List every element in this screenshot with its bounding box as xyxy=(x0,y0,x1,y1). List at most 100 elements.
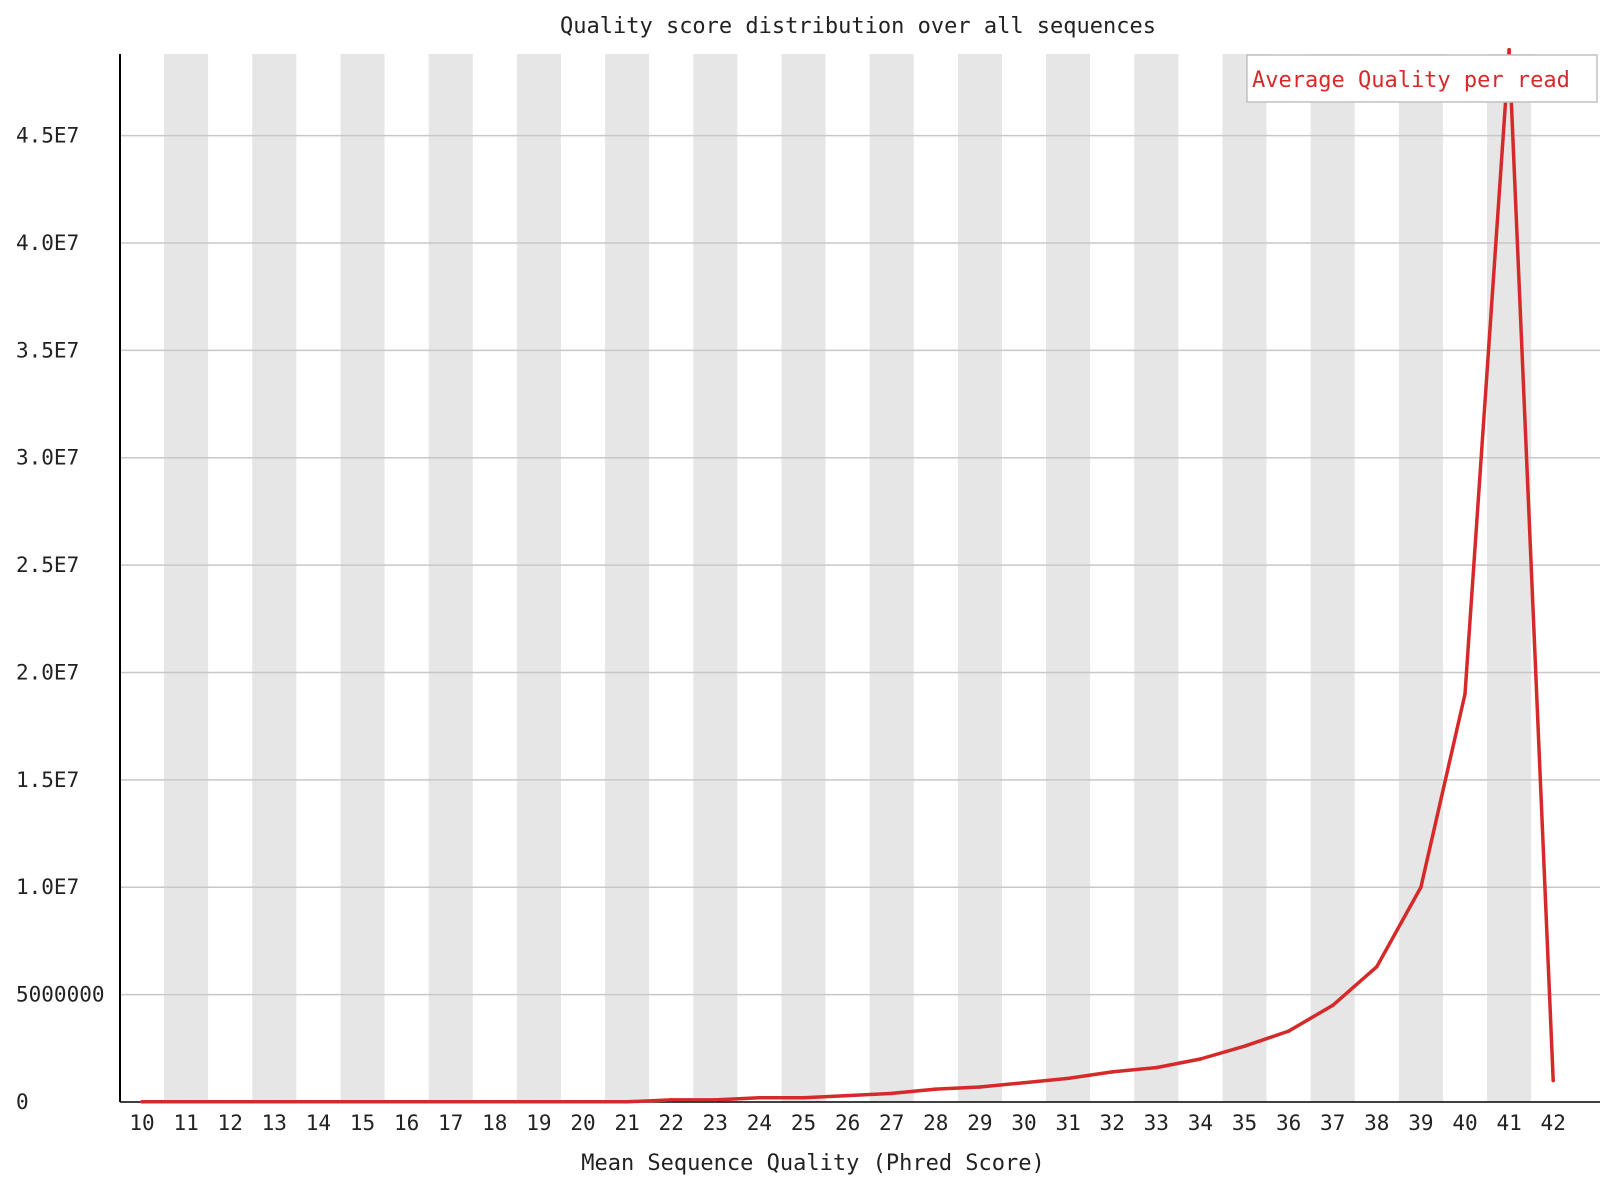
x-tick-label: 39 xyxy=(1408,1111,1433,1135)
x-tick-label: 23 xyxy=(703,1111,728,1135)
x-tick-label: 21 xyxy=(614,1111,639,1135)
band-31 xyxy=(1046,54,1091,1102)
data-point-24 xyxy=(757,1095,762,1100)
band-41 xyxy=(1487,54,1532,1102)
data-point-12 xyxy=(228,1099,232,1104)
band-21 xyxy=(605,54,650,1102)
x-tick-label: 25 xyxy=(791,1111,816,1135)
x-tick-label: 10 xyxy=(129,1111,154,1135)
x-tick-label: 18 xyxy=(482,1111,507,1135)
x-tick-label: 33 xyxy=(1144,1111,1169,1135)
y-tick-label: 3.5E7 xyxy=(16,338,79,362)
band-35 xyxy=(1222,54,1267,1102)
band-15 xyxy=(340,54,385,1102)
data-point-11 xyxy=(184,1099,188,1104)
data-point-27 xyxy=(889,1091,894,1096)
x-tick-label: 27 xyxy=(879,1111,904,1135)
y-tick-labels: 0 5000000 1.0E7 1.5E7 2.0E7 2.5E7 3.0E7 3.5E7 4.… xyxy=(16,124,105,1114)
x-tick-label: 32 xyxy=(1100,1111,1125,1135)
y-tick-label: 4.5E7 xyxy=(16,124,79,148)
y-tick-label: 2.5E7 xyxy=(16,553,79,577)
data-point-33 xyxy=(1154,1065,1159,1070)
legend: Average Quality per read xyxy=(1246,54,1598,103)
data-point-41 xyxy=(1507,47,1511,52)
band-39 xyxy=(1398,54,1443,1102)
data-point-18 xyxy=(493,1099,497,1104)
x-tick-label: 41 xyxy=(1496,1111,1521,1135)
data-point-31 xyxy=(1066,1076,1070,1081)
x-tick-label: 42 xyxy=(1541,1111,1566,1135)
y-tick-label: 3.0E7 xyxy=(16,446,79,470)
band-19 xyxy=(516,54,561,1102)
x-tick-label: 22 xyxy=(659,1111,684,1135)
data-point-35 xyxy=(1242,1044,1247,1048)
legend-box xyxy=(1246,54,1598,103)
band-11 xyxy=(164,54,209,1102)
y-tick-label: 1.5E7 xyxy=(16,768,79,792)
data-point-40 xyxy=(1463,692,1467,696)
x-tick-label: 35 xyxy=(1232,1111,1257,1135)
data-point-42 xyxy=(1551,1078,1555,1083)
data-point-28 xyxy=(934,1087,938,1091)
data-point-17 xyxy=(448,1099,453,1104)
data-point-25 xyxy=(801,1095,806,1100)
x-tick-label: 29 xyxy=(967,1111,992,1135)
data-point-19 xyxy=(537,1099,541,1104)
data-point-34 xyxy=(1198,1057,1203,1061)
y-tick-label: 5000000 xyxy=(16,983,105,1007)
x-tick-label: 15 xyxy=(350,1111,375,1135)
x-tick-label: 20 xyxy=(570,1111,595,1135)
data-point-14 xyxy=(316,1099,321,1104)
x-tick-label: 19 xyxy=(526,1111,551,1135)
x-tick-label: 14 xyxy=(306,1111,331,1135)
band-33 xyxy=(1134,54,1179,1102)
y-tick-label: 0 xyxy=(16,1090,29,1114)
x-tick-label: 36 xyxy=(1276,1111,1301,1135)
data-point-26 xyxy=(845,1093,850,1098)
data-point-21 xyxy=(625,1099,629,1104)
x-tick-label: 38 xyxy=(1364,1111,1389,1135)
band-27 xyxy=(869,54,914,1102)
data-point-32 xyxy=(1110,1070,1114,1074)
x-tick-labels: 10 11 12 13 14 15 16 17 18 19 20 21 22 23 24 25 26 27 28 29… xyxy=(129,1111,1565,1135)
data-point-29 xyxy=(978,1085,982,1089)
x-axis-title: Mean Sequence Quality (Phred Score) xyxy=(581,1151,1045,1176)
x-tick-label: 30 xyxy=(1011,1111,1036,1135)
x-tick-label: 26 xyxy=(835,1111,860,1135)
data-point-22 xyxy=(669,1098,673,1102)
y-tick-label: 2.0E7 xyxy=(16,660,79,684)
y-tick-label: 4.0E7 xyxy=(16,231,79,255)
chart-title: Quality score distribution over all sequ… xyxy=(560,14,1156,39)
data-point-36 xyxy=(1286,1029,1291,1033)
x-tick-label: 31 xyxy=(1055,1111,1080,1135)
data-point-30 xyxy=(1022,1080,1026,1085)
x-tick-label: 11 xyxy=(173,1111,198,1135)
band-29 xyxy=(957,54,1002,1102)
band-25 xyxy=(781,54,826,1102)
x-tick-label: 34 xyxy=(1188,1111,1213,1135)
data-point-38 xyxy=(1375,964,1379,969)
band-37 xyxy=(1310,54,1355,1102)
data-point-39 xyxy=(1419,885,1423,890)
data-point-13 xyxy=(272,1099,277,1104)
data-point-37 xyxy=(1330,1003,1335,1008)
horizontal-gridlines xyxy=(120,134,1600,996)
band-13 xyxy=(252,54,297,1102)
x-tick-label: 24 xyxy=(747,1111,772,1135)
x-tick-label: 13 xyxy=(262,1111,287,1135)
x-tick-label: 40 xyxy=(1452,1111,1477,1135)
x-tick-label: 17 xyxy=(438,1111,463,1135)
alternating-bands xyxy=(164,54,1532,1102)
data-point-20 xyxy=(581,1099,585,1104)
x-tick-label: 16 xyxy=(394,1111,419,1135)
x-tick-label: 37 xyxy=(1320,1111,1345,1135)
x-tick-label: 28 xyxy=(923,1111,948,1135)
band-17 xyxy=(428,54,473,1102)
series-layer xyxy=(140,47,1555,1104)
legend-series-label: Average Quality per read xyxy=(1252,68,1570,93)
data-point-10 xyxy=(140,1099,144,1104)
x-tick-label: 12 xyxy=(218,1111,243,1135)
data-point-23 xyxy=(713,1098,718,1102)
data-point-15 xyxy=(360,1099,365,1104)
